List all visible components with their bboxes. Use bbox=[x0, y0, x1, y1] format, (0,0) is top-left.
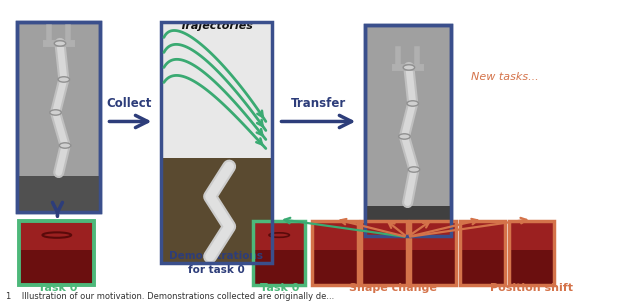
Bar bbox=[312, 221, 358, 250]
Text: Task 0: Task 0 bbox=[260, 283, 299, 293]
Text: Shape change: Shape change bbox=[349, 283, 437, 293]
Circle shape bbox=[403, 65, 415, 70]
Bar bbox=[410, 250, 456, 285]
Bar bbox=[509, 221, 554, 250]
Bar bbox=[362, 221, 407, 250]
Bar bbox=[161, 158, 272, 263]
Bar bbox=[365, 25, 451, 235]
Circle shape bbox=[60, 143, 71, 148]
Text: Transfer: Transfer bbox=[291, 97, 346, 110]
Text: Demonstrations
for task 0: Demonstrations for task 0 bbox=[169, 251, 263, 275]
Text: Collect: Collect bbox=[106, 97, 152, 110]
Circle shape bbox=[54, 41, 66, 46]
Text: New tasks...: New tasks... bbox=[471, 72, 539, 82]
Bar bbox=[19, 221, 95, 285]
Bar bbox=[365, 25, 451, 235]
Text: Trajectories: Trajectories bbox=[179, 22, 253, 32]
Bar bbox=[161, 158, 272, 263]
Text: Position shift: Position shift bbox=[490, 283, 573, 293]
Bar bbox=[460, 250, 506, 285]
Bar bbox=[161, 22, 272, 263]
Bar bbox=[410, 221, 456, 250]
Circle shape bbox=[58, 77, 70, 82]
Bar bbox=[19, 250, 95, 285]
Bar bbox=[253, 221, 305, 285]
Bar bbox=[17, 22, 100, 211]
Text: 1    Illustration of our motivation. Demonstrations collected are originally de.: 1 Illustration of our motivation. Demons… bbox=[6, 292, 335, 301]
Bar bbox=[17, 22, 100, 211]
Bar bbox=[509, 221, 554, 285]
Bar bbox=[410, 221, 456, 285]
Text: Task 0: Task 0 bbox=[38, 283, 77, 293]
Circle shape bbox=[399, 134, 410, 139]
Circle shape bbox=[408, 167, 420, 172]
Bar bbox=[365, 205, 451, 235]
Circle shape bbox=[50, 110, 61, 115]
Circle shape bbox=[407, 101, 419, 106]
Bar bbox=[362, 221, 407, 285]
Bar bbox=[312, 221, 358, 285]
Bar bbox=[253, 250, 305, 285]
Bar bbox=[253, 221, 305, 250]
Bar bbox=[17, 175, 100, 211]
Bar bbox=[312, 250, 358, 285]
Bar bbox=[509, 250, 554, 285]
Bar bbox=[19, 221, 95, 250]
Bar bbox=[161, 22, 272, 161]
Bar bbox=[362, 250, 407, 285]
Bar bbox=[460, 221, 506, 250]
Bar bbox=[460, 221, 506, 285]
